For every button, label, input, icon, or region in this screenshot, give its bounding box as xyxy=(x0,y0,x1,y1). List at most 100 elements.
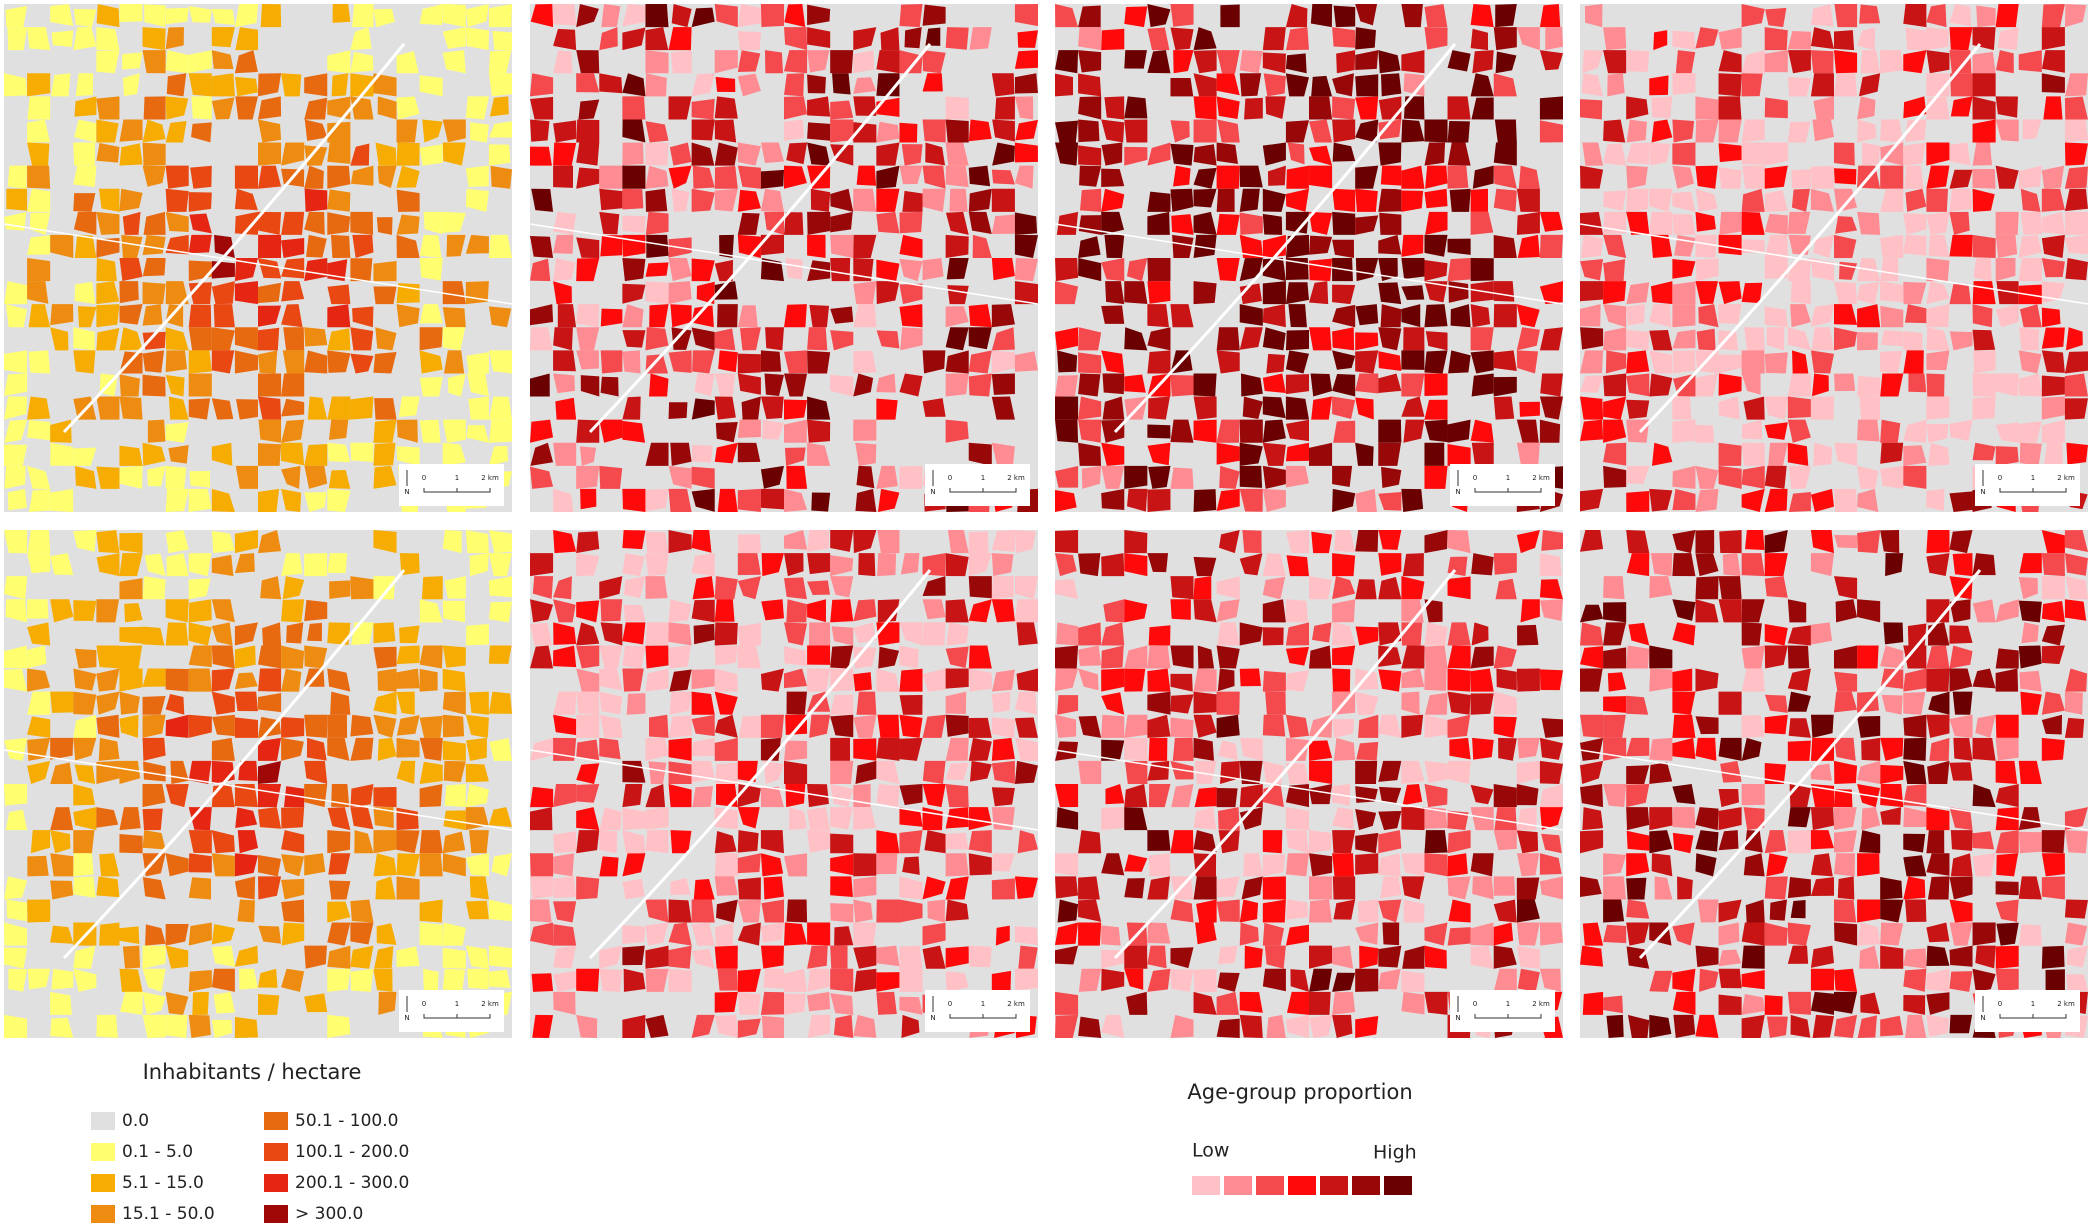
land-parcel xyxy=(166,8,189,25)
land-parcel xyxy=(50,692,73,713)
land-parcel xyxy=(1862,143,1880,166)
land-parcel xyxy=(1580,946,1603,967)
land-parcel xyxy=(1903,834,1925,853)
land-parcel xyxy=(899,645,918,668)
land-parcel xyxy=(1973,738,1996,761)
land-parcel xyxy=(1170,717,1193,737)
land-parcel xyxy=(1788,830,1811,853)
land-parcel xyxy=(1719,212,1741,235)
land-parcel xyxy=(807,830,830,853)
land-parcel xyxy=(1147,669,1170,692)
land-parcel xyxy=(992,214,1015,234)
land-parcel xyxy=(1471,669,1494,692)
land-parcel xyxy=(715,397,736,420)
land-parcel xyxy=(1880,166,1903,189)
land-parcel xyxy=(1603,27,1626,50)
land-parcel xyxy=(992,692,1011,713)
land-parcel xyxy=(373,830,396,853)
land-parcel xyxy=(50,304,73,325)
scale-bar-box xyxy=(925,464,1030,506)
land-parcel xyxy=(420,899,443,922)
land-parcel xyxy=(1719,167,1742,188)
scale-bar-label: 1 xyxy=(455,474,459,482)
land-parcel xyxy=(1834,830,1857,852)
land-parcel xyxy=(258,994,279,1015)
land-parcel xyxy=(876,738,899,761)
land-parcel xyxy=(189,398,210,419)
land-parcel xyxy=(1811,50,1834,73)
land-parcel xyxy=(1494,143,1517,166)
land-parcel xyxy=(946,235,969,258)
land-parcel xyxy=(1309,576,1332,599)
scale-bar-label: 0 xyxy=(1998,1000,2002,1008)
land-parcel xyxy=(1926,807,1949,830)
scale-bar-box xyxy=(399,990,504,1032)
land-parcel xyxy=(876,899,899,922)
land-parcel xyxy=(1496,669,1516,691)
land-parcel xyxy=(212,555,234,576)
land-parcel xyxy=(1603,715,1626,738)
land-parcel xyxy=(27,899,50,922)
land-parcel xyxy=(2019,327,2039,350)
land-parcel xyxy=(807,74,826,93)
land-parcel xyxy=(1170,375,1193,397)
land-parcel xyxy=(1265,692,1286,715)
land-parcel xyxy=(1996,212,2019,235)
land-parcel xyxy=(258,328,279,351)
land-parcel xyxy=(1765,27,1788,50)
land-parcel xyxy=(2042,876,2065,899)
land-parcel xyxy=(969,531,989,553)
land-parcel xyxy=(1949,762,1972,780)
land-parcel xyxy=(899,212,922,233)
land-parcel xyxy=(1332,212,1355,235)
land-parcel xyxy=(786,466,807,489)
land-parcel xyxy=(331,235,350,258)
land-parcel xyxy=(1494,27,1517,50)
land-parcel xyxy=(761,946,784,969)
land-parcel xyxy=(261,4,281,27)
land-parcel xyxy=(373,443,395,466)
land-parcel xyxy=(73,876,95,898)
land-parcel xyxy=(1124,946,1147,969)
land-parcel xyxy=(761,489,784,510)
land-parcel xyxy=(902,191,922,212)
land-parcel xyxy=(1880,258,1898,281)
land-parcel xyxy=(645,576,667,599)
land-parcel xyxy=(397,119,418,142)
land-parcel xyxy=(876,946,899,967)
land-parcel xyxy=(1949,235,1972,257)
land-parcel xyxy=(830,738,850,761)
land-parcel xyxy=(1695,530,1714,553)
land-parcel xyxy=(467,352,489,373)
land-parcel xyxy=(946,420,969,443)
land-parcel xyxy=(399,626,419,644)
land-parcel xyxy=(1857,716,1880,738)
land-parcel xyxy=(1217,1019,1240,1038)
land-parcel xyxy=(1926,27,1948,50)
land-parcel xyxy=(1264,73,1286,96)
land-parcel xyxy=(1147,425,1170,439)
land-parcel xyxy=(1742,73,1763,96)
land-parcel xyxy=(235,281,258,304)
land-parcel xyxy=(857,166,876,186)
land-parcel xyxy=(214,304,235,327)
land-parcel xyxy=(622,216,645,233)
north-arrow: N xyxy=(1980,1014,1985,1022)
land-parcel xyxy=(1672,807,1695,828)
land-parcel xyxy=(1170,144,1193,166)
land-parcel xyxy=(489,970,511,988)
land-parcel xyxy=(1649,212,1672,235)
land-parcel xyxy=(876,622,899,645)
land-parcel xyxy=(1626,400,1649,419)
land-parcel xyxy=(1672,304,1695,327)
land-parcel xyxy=(1286,853,1309,876)
land-parcel xyxy=(853,281,876,304)
land-parcel xyxy=(830,946,847,969)
land-parcel xyxy=(1742,119,1765,142)
land-parcel xyxy=(352,4,373,27)
land-parcel xyxy=(236,399,258,420)
land-parcel xyxy=(765,327,784,350)
land-parcel xyxy=(1742,784,1765,805)
land-parcel xyxy=(1381,166,1402,186)
land-parcel xyxy=(854,969,876,992)
